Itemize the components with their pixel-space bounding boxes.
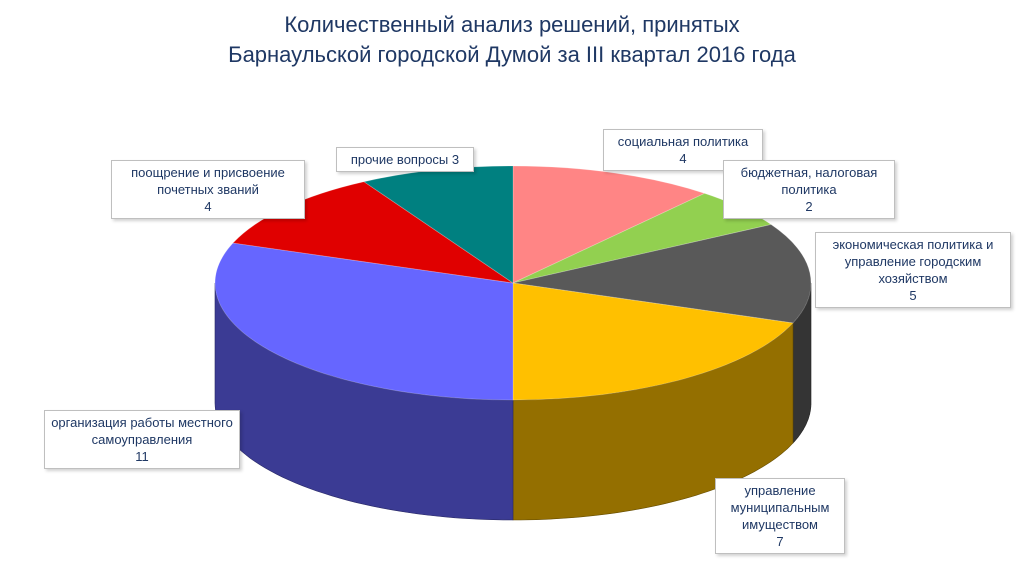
label-awards-text: поощрение и присвоение почетных званий bbox=[131, 165, 285, 197]
label-local-government: организация работы местного самоуправлен… bbox=[44, 410, 240, 469]
label-municipal-property-value: 7 bbox=[776, 534, 784, 549]
pie-slice-4 bbox=[214, 242, 514, 401]
label-other-value: 3 bbox=[451, 152, 460, 167]
pie-slice-0 bbox=[512, 165, 706, 284]
label-awards: поощрение и присвоение почетных званий 4 bbox=[111, 160, 305, 219]
pie-tops bbox=[214, 165, 812, 401]
label-budget-policy: бюджетная, налоговая политика 2 bbox=[723, 160, 895, 219]
label-municipal-property-text: управление муниципальным имуществом bbox=[730, 483, 830, 532]
pie-sides bbox=[214, 282, 812, 521]
pie-slice-3 bbox=[512, 282, 794, 401]
chart-title: Количественный анализ решений, принятых … bbox=[0, 10, 1024, 70]
label-economic-policy-text: экономическая политика и управление горо… bbox=[832, 237, 994, 286]
label-economic-policy-value: 5 bbox=[909, 288, 917, 303]
label-awards-value: 4 bbox=[204, 199, 212, 214]
label-municipal-property: управление муниципальным имуществом 7 bbox=[715, 478, 845, 554]
chart-title-line2: Барнаульской городской Думой за III квар… bbox=[228, 42, 796, 67]
pie-slice-2 bbox=[512, 224, 812, 324]
label-budget-policy-text: бюджетная, налоговая политика bbox=[740, 165, 878, 197]
label-social-policy-value: 4 bbox=[679, 151, 687, 166]
label-economic-policy: экономическая политика и управление горо… bbox=[815, 232, 1011, 308]
label-other: прочие вопросы 3 bbox=[336, 147, 474, 172]
label-local-government-text: организация работы местного самоуправлен… bbox=[51, 415, 233, 447]
label-budget-policy-value: 2 bbox=[805, 199, 813, 214]
chart-title-line1: Количественный анализ решений, принятых bbox=[284, 12, 740, 37]
label-local-government-value: 11 bbox=[135, 449, 149, 464]
label-other-text: прочие вопросы bbox=[350, 152, 449, 167]
label-social-policy-text: социальная политика bbox=[617, 134, 749, 149]
